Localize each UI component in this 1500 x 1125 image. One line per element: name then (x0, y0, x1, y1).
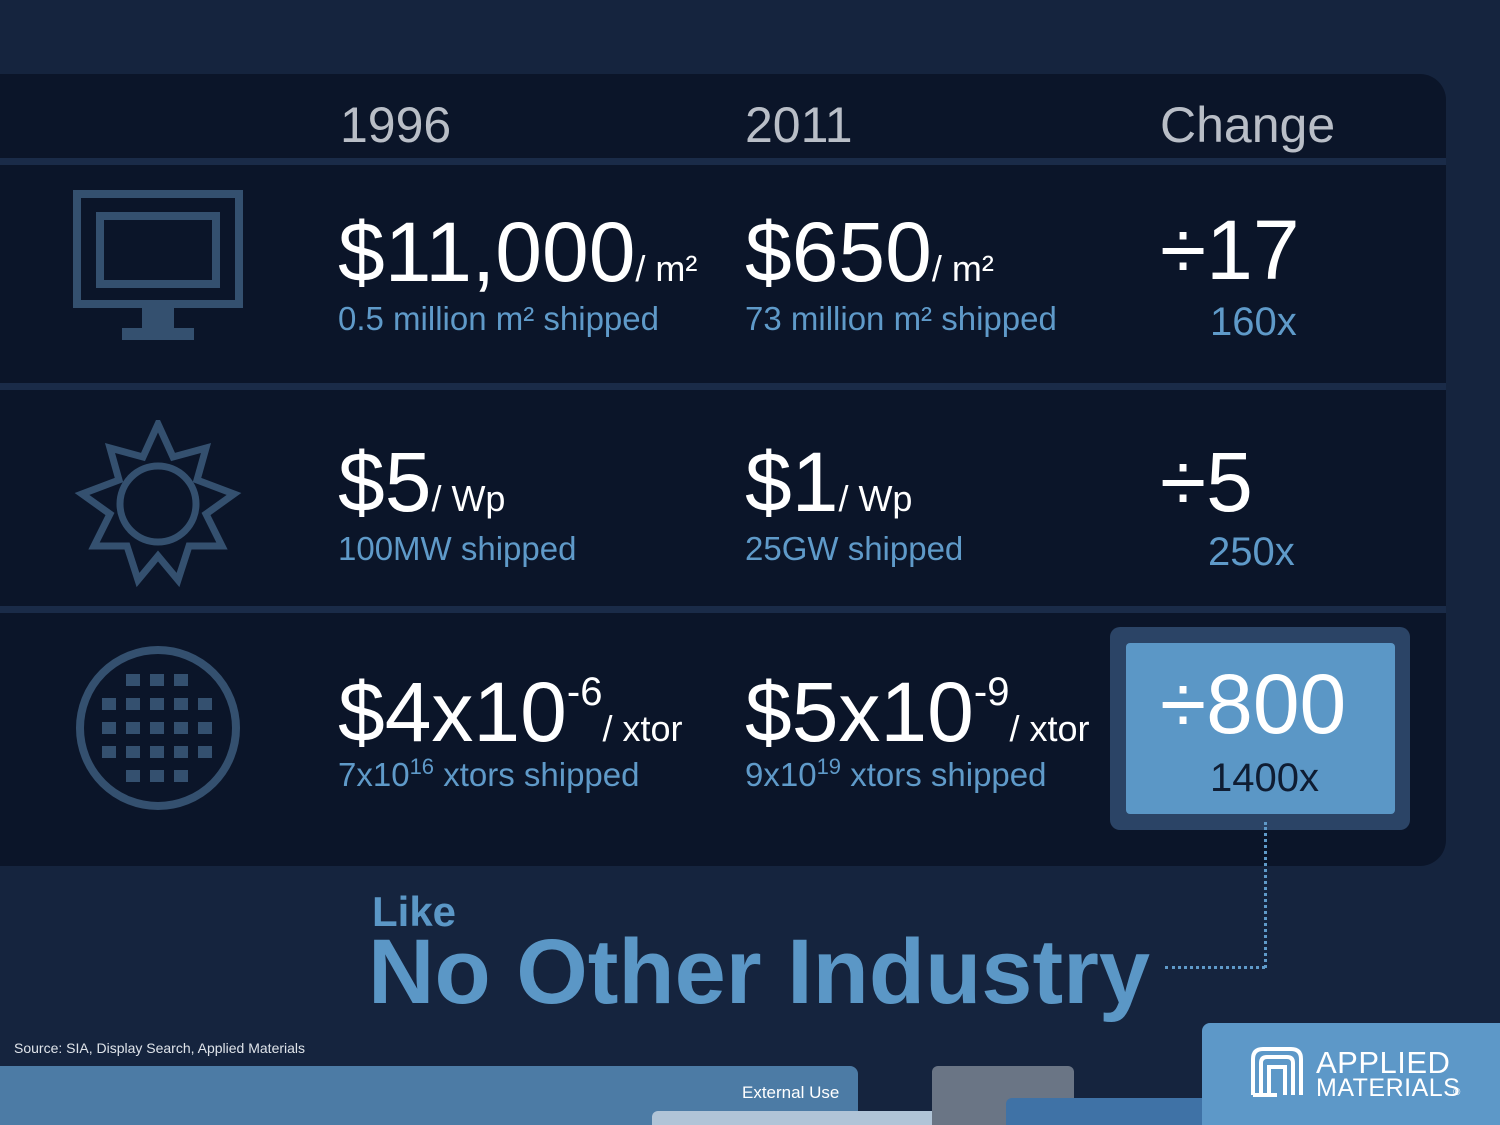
wafer-die (126, 674, 140, 686)
wafer-die (174, 698, 188, 710)
column-header-change: Change (1160, 97, 1336, 153)
wafer-die (126, 770, 140, 782)
sun-icon (74, 420, 242, 588)
price-1996-transistor: $4x10-6/ xtor (338, 665, 683, 759)
column-header-2011: 2011 (745, 97, 853, 153)
footer-decor (1006, 1098, 1216, 1125)
wafer-die (198, 746, 212, 758)
connector-line (1264, 822, 1267, 968)
highlight-box (1126, 643, 1395, 814)
price-2011-display: $650/ m² (745, 205, 994, 299)
multiplier-transistor: 1400x (1210, 756, 1319, 800)
wafer-die (150, 746, 164, 758)
wafer-die (198, 698, 212, 710)
wafer-die (126, 722, 140, 734)
wafer-die (198, 722, 212, 734)
logo-text-line2: MATERIALS (1316, 1074, 1461, 1102)
shipped-2011-solar: 25GW shipped (745, 530, 964, 567)
tagline-big: No Other Industry (368, 921, 1151, 1023)
wafer-die (174, 746, 188, 758)
wafer-die (174, 722, 188, 734)
wafer-die (102, 746, 116, 758)
wafer-icon (76, 646, 240, 810)
header-divider (0, 158, 1446, 165)
row-divider (0, 383, 1446, 390)
multiplier-display: 160x (1210, 300, 1297, 344)
wafer-die (150, 698, 164, 710)
shipped-2011-display: 73 million m² shipped (745, 300, 1057, 337)
multiplier-solar: 250x (1208, 530, 1295, 574)
connector-line (1165, 966, 1265, 969)
wafer-die (102, 722, 116, 734)
wafer-die (126, 746, 140, 758)
wafer-die (150, 770, 164, 782)
change-display: ÷17 (1160, 203, 1300, 297)
wafer-die (102, 698, 116, 710)
row-divider (0, 606, 1446, 613)
shipped-1996-solar: 100MW shipped (338, 530, 577, 567)
applied-materials-logo-icon (1251, 1047, 1303, 1097)
wafer-die (174, 770, 188, 782)
wafer-die (150, 722, 164, 734)
classification-label: External Use (742, 1083, 840, 1102)
change-transistor: ÷800 (1160, 657, 1347, 751)
price-1996-display: $11,000/ m² (338, 205, 698, 299)
shipped-1996-transistor: 7x1016 xtors shipped (338, 754, 640, 793)
monitor-icon (73, 190, 243, 340)
footer-decor (652, 1111, 974, 1125)
price-2011-transistor: $5x10-9/ xtor (745, 665, 1090, 759)
wafer-die (174, 674, 188, 686)
price-2011-solar: $1/ Wp (745, 435, 913, 529)
source-note: Source: SIA, Display Search, Applied Mat… (14, 1040, 306, 1056)
wafer-die (126, 698, 140, 710)
price-1996-solar: $5/ Wp (338, 435, 506, 529)
logo-text-line1: APPLIED (1316, 1045, 1451, 1080)
registered-mark: ® (1453, 1087, 1461, 1098)
column-header-1996: 1996 (340, 97, 452, 153)
wafer-die (150, 674, 164, 686)
shipped-1996-display: 0.5 million m² shipped (338, 300, 659, 337)
change-solar: ÷5 (1160, 435, 1253, 529)
tagline-small: Like (372, 888, 457, 935)
shipped-2011-transistor: 9x1019 xtors shipped (745, 754, 1047, 793)
